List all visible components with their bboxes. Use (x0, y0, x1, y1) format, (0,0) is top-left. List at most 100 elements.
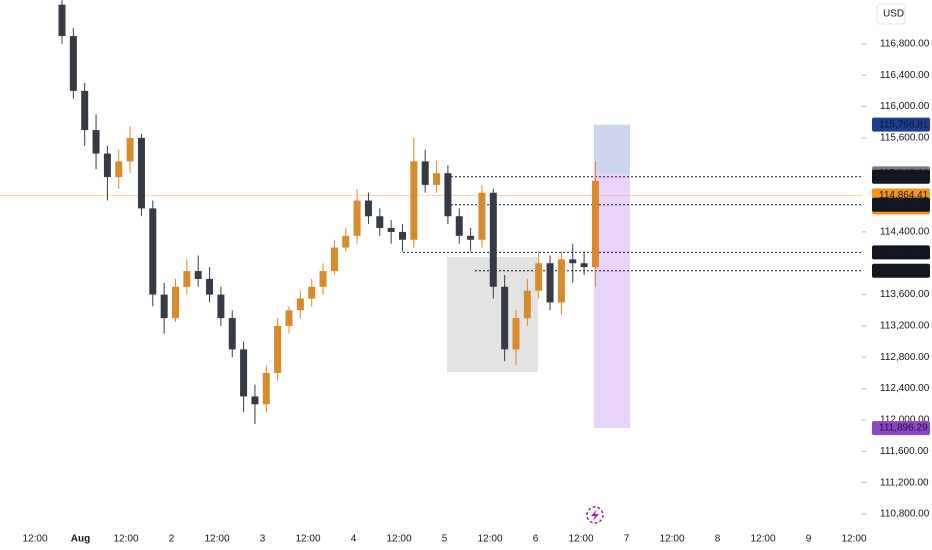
y-tick-label: 110,800.00 (880, 509, 930, 520)
x-tick-label: 12:00 (659, 534, 684, 545)
position-stop (594, 173, 630, 429)
price-label: 114,746.18 (879, 199, 929, 210)
y-tick-label: 114,400.00 (880, 227, 930, 238)
x-tick-label: 12:00 (841, 534, 866, 545)
candle-body (410, 161, 418, 240)
candle-body (149, 208, 157, 295)
candle-body (228, 318, 236, 350)
candle-body (546, 263, 554, 303)
candle-body (467, 235, 475, 240)
x-tick-label: 12:00 (204, 534, 229, 545)
candle-body (433, 173, 441, 185)
candle-body (183, 271, 191, 287)
candle-body (478, 192, 486, 240)
y-tick-label: 111,200.00 (880, 477, 929, 488)
candle-body (342, 235, 350, 248)
candle-body (172, 286, 179, 319)
candle-body (126, 137, 134, 162)
candle-body (569, 259, 577, 264)
price-label: 111,896.29 (879, 423, 928, 434)
candle-body (240, 349, 248, 397)
y-tick-label: 116,400.00 (880, 70, 930, 81)
price-label: 113,903.67 (879, 265, 929, 276)
x-tick-label: 8 (715, 534, 721, 545)
candle-body (591, 180, 599, 268)
candle-body (535, 263, 543, 291)
candle-body (444, 173, 452, 217)
candle-body (308, 286, 316, 299)
candle-body (251, 396, 259, 405)
candle-body (512, 318, 520, 350)
x-tick-label: Aug (71, 534, 90, 545)
candle-body (523, 290, 531, 319)
x-tick-label: 9 (806, 534, 812, 545)
price-label-box (872, 421, 930, 436)
candle-body (262, 372, 270, 405)
candle-body (364, 200, 372, 217)
y-tick-label: 116,800.00 (880, 39, 930, 50)
price-label: 115,103.94 (879, 171, 929, 182)
x-tick-label: 12:00 (386, 534, 411, 545)
candle-body (69, 36, 77, 91)
x-tick-label: 6 (533, 534, 539, 545)
x-tick-label: 5 (442, 534, 448, 545)
price-label: 115,768.81 (879, 119, 929, 130)
candle-body (557, 259, 565, 303)
candle-body (501, 286, 509, 350)
x-tick-label: 12:00 (477, 534, 502, 545)
currency: USD (883, 9, 904, 20)
x-tick-label: 3 (260, 534, 266, 545)
price-label: 114,138.53 (879, 247, 929, 258)
candle-body (319, 271, 327, 287)
y-tick-label: 112,000.00 (880, 415, 930, 426)
candle-body (137, 137, 145, 209)
x-tick-label: 12:00 (22, 534, 47, 545)
y-tick-label: 113,600.00 (880, 289, 930, 300)
candle-body (160, 294, 168, 319)
candle-body (103, 153, 111, 178)
candle-body (206, 278, 214, 295)
candle-body (81, 90, 89, 131)
bottom-icon[interactable] (586, 506, 604, 524)
candle-body (330, 247, 338, 272)
price-label-box (872, 197, 930, 212)
price-label-box (872, 117, 930, 132)
x-tick-label: 7 (624, 534, 630, 545)
candle-body (376, 216, 384, 228)
price-label-box (872, 263, 930, 278)
x-tick-label: 12:00 (295, 534, 320, 545)
price-label: 114,864.41 (879, 190, 929, 201)
candle-body (217, 294, 225, 319)
y-tick-label: 111,600.00 (880, 446, 929, 457)
y-tick-label: 112,400.00 (880, 383, 930, 394)
x-tick-label: 12:00 (568, 534, 593, 545)
candle-body (115, 161, 123, 178)
candle-body (489, 192, 497, 287)
candle-body (455, 216, 463, 236)
candle-body (387, 227, 395, 232)
y-tick-label: 116,000.00 (880, 101, 930, 112)
x-tick-label: 2 (169, 534, 175, 545)
price-label-box (872, 169, 930, 184)
candle-body (353, 200, 361, 236)
candle-body (285, 310, 293, 326)
candle-body (296, 298, 304, 311)
candle-body (421, 161, 429, 185)
candle-body (92, 130, 100, 154)
x-tick-label: 12:00 (113, 534, 138, 545)
y-tick-label: 113,200.00 (880, 321, 930, 332)
currency-box[interactable] (876, 3, 906, 25)
candle-body (274, 325, 282, 373)
x-tick-label: 12:00 (750, 534, 775, 545)
y-tick-label: 115,600.00 (880, 133, 930, 144)
plot-area (0, 0, 862, 429)
candle-body (580, 263, 588, 268)
price-label-box (872, 245, 930, 260)
candle-body (194, 271, 202, 279)
x-tick-label: 4 (351, 534, 357, 545)
position-target (594, 124, 630, 174)
candle-body (58, 4, 66, 37)
y-tick-label: 112,800.00 (880, 352, 930, 363)
candle-body (399, 231, 406, 240)
